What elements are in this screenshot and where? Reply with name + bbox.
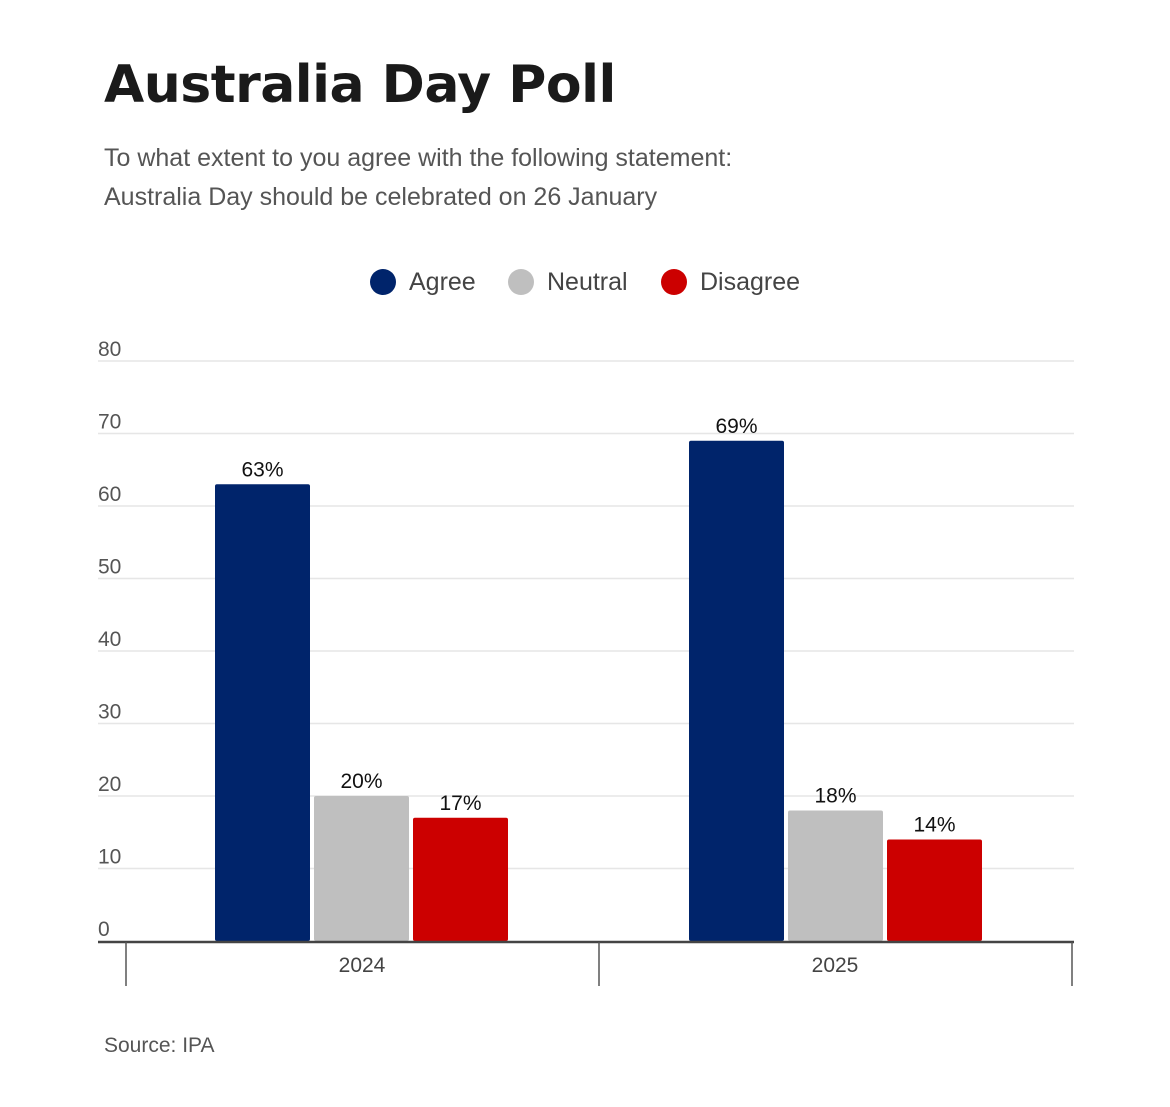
y-tick-label-80: 80: [98, 338, 121, 361]
x-tick-label-2025: 2025: [812, 954, 859, 977]
legend-marker-agree: [370, 269, 396, 295]
x-tick-label-2024: 2024: [339, 954, 386, 977]
y-tick-label-40: 40: [98, 628, 121, 651]
data-label-neutral-2025: 18%: [814, 785, 856, 808]
bar-disagree-2025: [887, 839, 982, 941]
bar-agree-2024: [215, 484, 310, 941]
y-tick-label-50: 50: [98, 556, 121, 579]
bar-neutral-2024: [314, 796, 409, 941]
y-tick-label-0: 0: [98, 918, 110, 941]
legend-label-agree: Agree: [409, 268, 476, 296]
y-tick-label-10: 10: [98, 846, 121, 869]
source-note: Source: IPA: [104, 1034, 215, 1057]
bar-neutral-2025: [788, 810, 883, 941]
chart-title: Australia Day Poll: [104, 55, 616, 115]
data-label-agree-2025: 69%: [715, 415, 757, 438]
data-label-neutral-2024: 20%: [340, 770, 382, 793]
data-label-disagree-2024: 17%: [439, 792, 481, 815]
y-tick-label-60: 60: [98, 483, 121, 506]
data-label-disagree-2025: 14%: [913, 814, 955, 837]
bar-disagree-2024: [413, 817, 508, 941]
y-tick-label-20: 20: [98, 773, 121, 796]
legend-label-disagree: Disagree: [700, 268, 800, 296]
y-tick-label-70: 70: [98, 411, 121, 434]
chart-subtitle-line-2: Australia Day should be celebrated on 26…: [104, 183, 658, 211]
legend-marker-neutral: [508, 269, 534, 295]
legend-marker-disagree: [661, 269, 687, 295]
legend-label-neutral: Neutral: [547, 268, 628, 296]
data-label-agree-2024: 63%: [241, 458, 283, 481]
bar-agree-2025: [689, 440, 784, 941]
y-tick-label-30: 30: [98, 701, 121, 724]
chart-subtitle-line-1: To what extent to you agree with the fol…: [104, 144, 733, 172]
